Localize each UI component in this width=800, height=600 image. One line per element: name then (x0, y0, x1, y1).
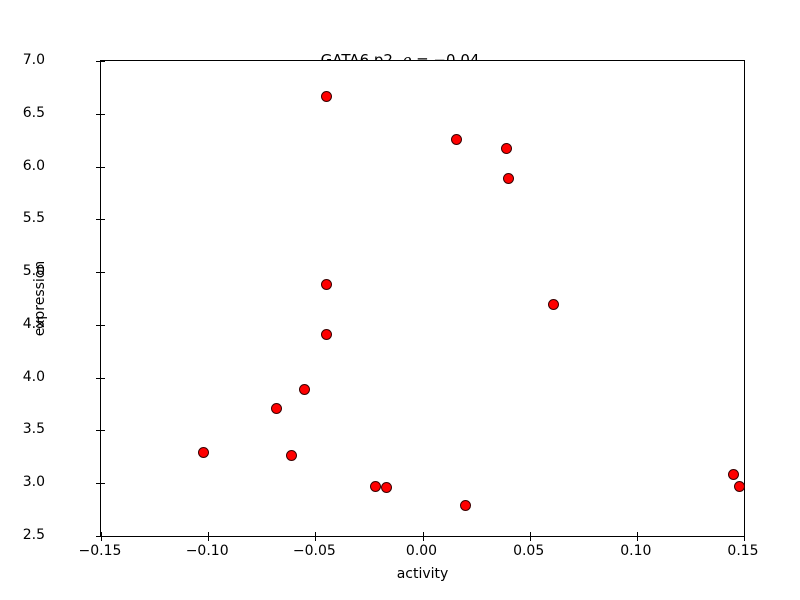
y-axis-tick-label: 2.5 (22, 527, 45, 543)
y-axis-tick-inner (101, 219, 105, 221)
data-point (286, 450, 298, 462)
x-axis-tick-label: −0.15 (78, 543, 122, 559)
y-axis-tick-inner (101, 166, 105, 168)
y-axis-tick (96, 272, 101, 274)
y-axis-label: expression (32, 260, 48, 337)
y-axis-tick-inner (101, 113, 105, 115)
y-axis-tick (96, 377, 101, 379)
data-point (727, 469, 739, 481)
y-axis-tick (96, 483, 101, 485)
y-axis-tick-inner (101, 377, 105, 379)
x-axis-tick (208, 536, 210, 541)
data-point (198, 447, 210, 459)
x-axis-tick (101, 536, 102, 541)
x-axis-tick-label: −0.05 (292, 543, 336, 559)
data-point (380, 481, 392, 493)
x-axis-tick-label: 0.05 (513, 543, 545, 559)
y-axis-tick (96, 113, 101, 115)
data-point (734, 480, 746, 492)
x-axis-tick-label: 0.00 (405, 543, 438, 559)
y-axis-tick-label: 7.0 (22, 52, 45, 68)
x-axis-tick-label: −0.10 (185, 543, 229, 559)
y-axis-tick (96, 430, 101, 432)
y-axis-tick-label: 6.0 (22, 157, 45, 174)
x-axis-tick-inner (208, 532, 210, 536)
x-axis-tick (422, 536, 424, 541)
x-axis-tick-inner (315, 532, 317, 536)
plot-frame (96, 60, 746, 541)
y-axis-tick-label: 6.5 (22, 104, 45, 121)
y-axis-tick-label: 5.0 (22, 263, 45, 280)
y-axis-tick-inner (101, 324, 105, 326)
data-point (459, 499, 471, 511)
x-axis-tick-inner (529, 532, 531, 536)
y-axis-tick (96, 536, 101, 537)
x-axis-tick (529, 536, 531, 541)
data-point (547, 299, 559, 311)
x-axis-tick-label: 0.15 (727, 543, 759, 559)
y-axis-tick-label: 3.0 (22, 474, 45, 491)
x-axis-tick (744, 536, 745, 541)
x-axis-tick-inner (636, 532, 638, 536)
y-axis-tick (96, 219, 101, 221)
data-point (369, 480, 381, 492)
x-axis-tick (636, 536, 638, 541)
data-point (502, 172, 514, 184)
y-axis-tick-inner (101, 483, 105, 485)
x-axis-tick-label: 0.10 (620, 543, 652, 559)
y-axis-tick (96, 324, 101, 326)
y-axis-tick-inner (101, 272, 105, 274)
x-axis-tick-inner (101, 532, 102, 536)
y-axis-tick-inner (101, 536, 105, 537)
y-axis-tick-inner (101, 61, 105, 62)
data-point (271, 402, 283, 414)
data-point (451, 133, 463, 145)
y-axis-tick-label: 4.0 (22, 368, 45, 385)
data-point (299, 383, 311, 395)
plot-area (101, 61, 746, 536)
y-axis-tick-inner (101, 430, 105, 432)
x-axis-tick (315, 536, 317, 541)
x-axis-label: activity (396, 566, 449, 582)
data-point (320, 328, 332, 340)
y-axis-tick (96, 61, 101, 62)
x-axis-tick-inner (422, 532, 424, 536)
y-axis-tick-label: 3.5 (22, 421, 45, 438)
y-axis-tick (96, 166, 101, 168)
y-axis-tick-label: 4.5 (22, 315, 45, 332)
y-axis-tick-label: 5.5 (22, 210, 45, 227)
data-point (320, 279, 332, 291)
data-point (500, 143, 512, 155)
x-axis-tick-inner (744, 532, 745, 536)
data-point (320, 91, 332, 103)
